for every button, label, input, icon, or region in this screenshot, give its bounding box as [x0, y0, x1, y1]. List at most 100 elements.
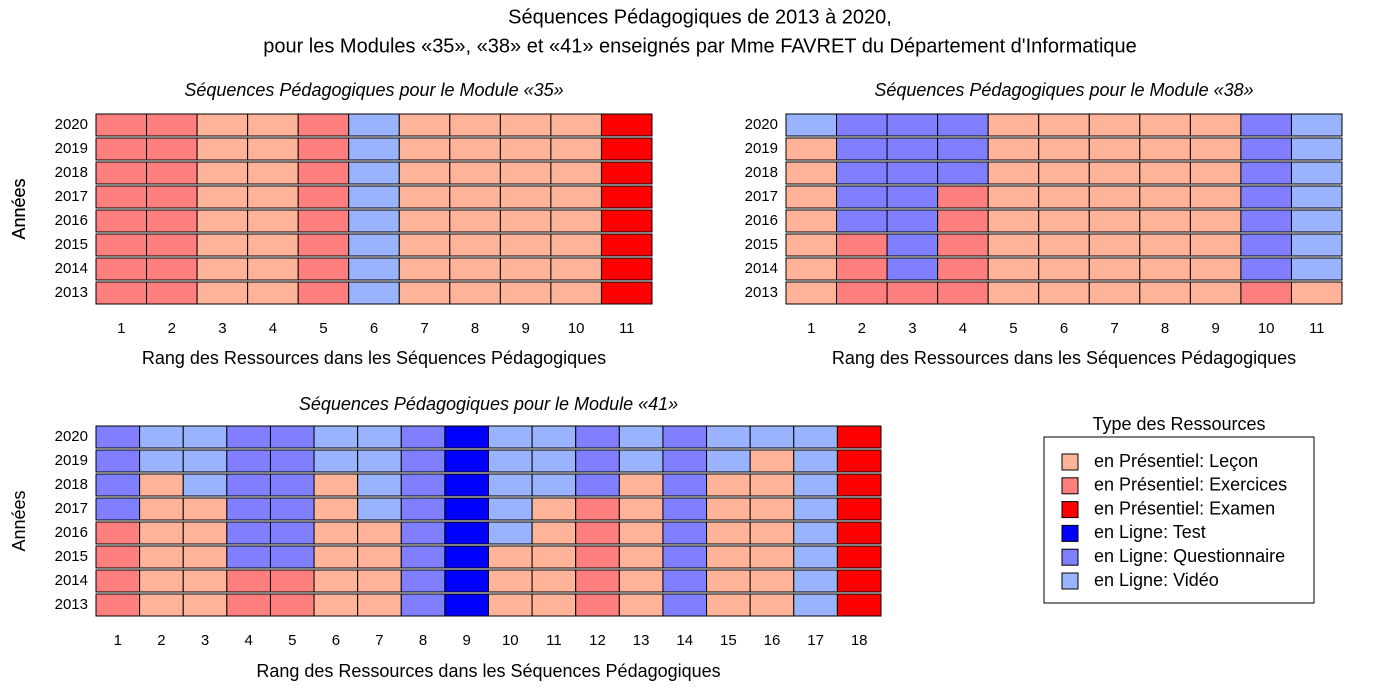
cell: [400, 473, 446, 497]
cell: [550, 137, 602, 161]
cell: [182, 497, 228, 521]
cell: [706, 521, 751, 545]
cell: [575, 497, 620, 521]
x-tick-label: 2: [858, 320, 866, 337]
cell: [95, 161, 148, 185]
cell: [1189, 257, 1242, 281]
cell: [196, 137, 249, 161]
cell: [488, 521, 533, 545]
cell: [836, 161, 888, 185]
cell: [793, 497, 838, 521]
cell: [139, 569, 184, 593]
cell: [600, 257, 653, 281]
cell: [987, 209, 1040, 233]
cell: [600, 113, 653, 137]
cell: [444, 593, 489, 617]
x-tick-label: 5: [1009, 320, 1017, 337]
cell: [139, 449, 184, 473]
cell: [836, 257, 888, 281]
cell: [400, 425, 446, 449]
cell: [400, 497, 446, 521]
cell: [749, 593, 795, 617]
cell: [600, 137, 653, 161]
cell: [749, 473, 795, 497]
x-tick-label: 6: [332, 632, 340, 649]
legend-label: en Ligne: Questionnaire: [1094, 546, 1285, 566]
y-tick-label: 2020: [55, 116, 88, 133]
cell: [575, 569, 620, 593]
cell: [937, 281, 989, 305]
cell: [886, 185, 939, 209]
cell: [550, 281, 602, 305]
cell: [836, 569, 882, 593]
cell: [182, 569, 228, 593]
cell: [1240, 257, 1292, 281]
cell: [1189, 185, 1242, 209]
cell: [444, 425, 489, 449]
cell: [749, 521, 795, 545]
cell: [269, 473, 315, 497]
cell: [1290, 113, 1343, 137]
cell: [793, 569, 838, 593]
cell: [1139, 161, 1191, 185]
cell: [793, 593, 838, 617]
cell: [836, 113, 888, 137]
cell: [749, 569, 795, 593]
y-tick-label: 2018: [55, 164, 88, 181]
x-tick-label: 10: [502, 632, 519, 649]
x-tick-label: 17: [807, 632, 824, 649]
cell: [357, 497, 402, 521]
cell: [600, 233, 653, 257]
cell: [247, 233, 299, 257]
cell: [348, 137, 400, 161]
cell: [398, 113, 451, 137]
cell: [95, 593, 141, 617]
cell: [1240, 161, 1292, 185]
cell: [1038, 209, 1090, 233]
cell: [499, 281, 552, 305]
cell: [182, 473, 228, 497]
cell: [269, 545, 315, 569]
cell: [357, 425, 402, 449]
cell: [987, 281, 1040, 305]
x-tick-label: 3: [201, 632, 209, 649]
cell: [836, 281, 888, 305]
cell: [1088, 137, 1141, 161]
chart-title: Séquences Pédagogiques pour le Module «4…: [299, 394, 678, 414]
cell: [886, 161, 939, 185]
cell: [1189, 113, 1242, 137]
cell: [987, 161, 1040, 185]
cell: [444, 545, 489, 569]
cell: [499, 137, 552, 161]
cell: [886, 257, 939, 281]
x-tick-label: 18: [851, 632, 868, 649]
cell: [1240, 209, 1292, 233]
cell: [297, 137, 350, 161]
cell: [836, 473, 882, 497]
cell: [886, 281, 939, 305]
legend-label: en Ligne: Test: [1094, 522, 1206, 542]
cell: [1240, 233, 1292, 257]
cell: [1038, 161, 1090, 185]
cell: [357, 545, 402, 569]
cell: [785, 161, 838, 185]
cell: [550, 161, 602, 185]
main-title: pour les Modules «35», «38» et «41» ense…: [263, 35, 1137, 57]
x-tick-label: 13: [633, 632, 650, 649]
cell: [95, 497, 141, 521]
cell: [357, 449, 402, 473]
cell: [449, 161, 501, 185]
x-tick-label: 11: [619, 320, 635, 337]
cell: [749, 497, 795, 521]
cell: [662, 425, 708, 449]
cell: [95, 425, 141, 449]
cell: [348, 257, 400, 281]
cell: [550, 257, 602, 281]
cell: [618, 497, 664, 521]
legend-label: en Présentiel: Exercices: [1094, 475, 1287, 495]
cell: [226, 425, 271, 449]
cell: [146, 137, 198, 161]
cell: [499, 185, 552, 209]
cell: [1240, 281, 1292, 305]
cell: [269, 521, 315, 545]
